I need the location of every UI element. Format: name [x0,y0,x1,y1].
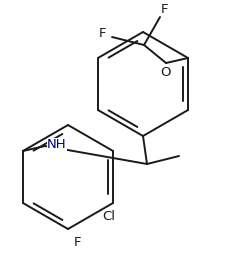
Text: O: O [159,66,169,78]
Text: NH: NH [47,138,66,150]
Text: F: F [160,3,167,16]
Text: F: F [98,26,105,40]
Text: F: F [74,236,81,249]
Text: Cl: Cl [102,211,115,224]
